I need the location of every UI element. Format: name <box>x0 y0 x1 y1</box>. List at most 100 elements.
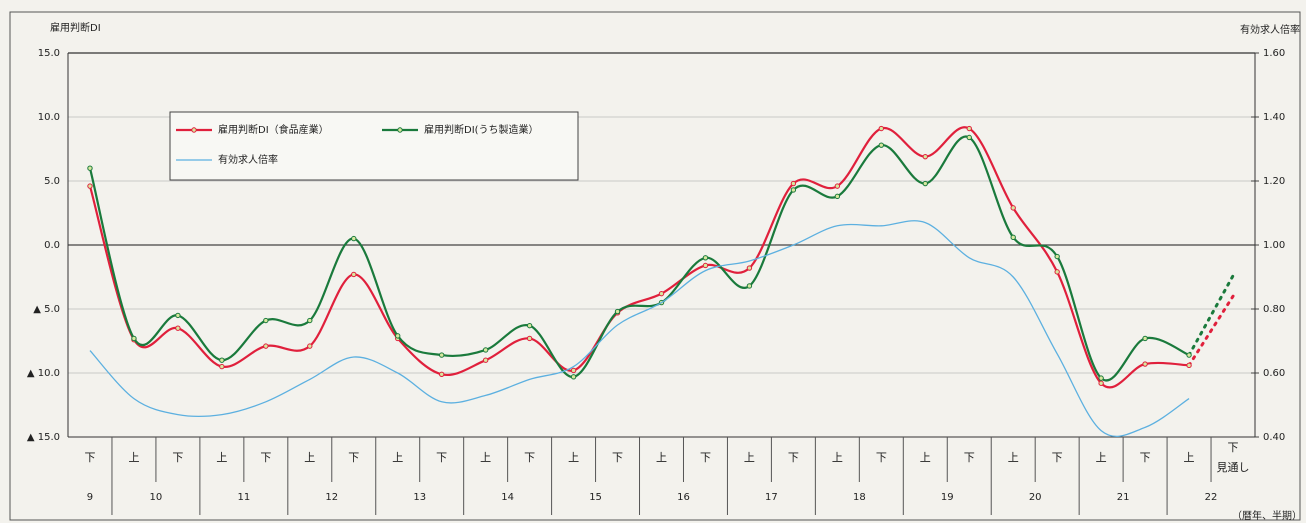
marker <box>966 134 972 141</box>
forecast-line <box>1187 294 1235 367</box>
marker <box>1142 361 1148 367</box>
legend-label: 雇用判断DI（食品産業） <box>218 123 329 136</box>
y-tick-label: 15.0 <box>38 48 60 59</box>
x-tick-label: 上 <box>392 451 403 464</box>
marker <box>746 265 753 271</box>
x-axis-note: （暦年、半期） <box>1232 509 1302 522</box>
marker <box>175 325 181 331</box>
marker <box>922 180 928 187</box>
x-tick-label: 上 <box>216 451 227 464</box>
series-line <box>89 220 1190 438</box>
marker <box>307 343 313 349</box>
y2-axis-title: 有効求人倍率 <box>1240 23 1300 36</box>
year-label: 11 <box>237 492 250 503</box>
marker <box>263 317 269 324</box>
legend-marker <box>191 127 197 133</box>
y2-tick-label: 1.40 <box>1263 112 1285 123</box>
y2-tick-label: 1.00 <box>1263 240 1285 251</box>
x-tick-label: 上 <box>744 451 755 464</box>
y-tick-label: ▲ 15.0 <box>27 432 60 443</box>
forecast-line <box>1187 274 1235 357</box>
x-tick-label: 下 <box>964 451 975 464</box>
legend-label: 雇用判断DI(うち製造業） <box>424 123 539 136</box>
x-tick-label: 上 <box>1008 451 1019 464</box>
marker <box>482 357 489 363</box>
marker <box>219 363 225 370</box>
x-tick-label: 上 <box>1096 451 1107 464</box>
x-tick-label: 下 <box>876 451 887 464</box>
x-tick-label: 下 <box>1228 441 1239 454</box>
marker <box>438 352 445 358</box>
x-tick-label: 下 <box>348 451 359 464</box>
year-label: 16 <box>677 492 690 503</box>
marker <box>1054 253 1060 260</box>
x-tick-label: 上 <box>1184 451 1195 464</box>
x-tick-label: 下 <box>172 451 183 464</box>
year-label: 13 <box>413 492 426 503</box>
marker <box>878 125 885 132</box>
marker <box>570 374 577 380</box>
forecast-label: 見通し <box>1217 461 1250 474</box>
chart-frame <box>9 11 1301 521</box>
x-tick-label: 下 <box>84 451 95 464</box>
x-tick-label: 上 <box>304 451 315 464</box>
marker <box>1054 269 1060 275</box>
x-tick-label: 上 <box>832 451 843 464</box>
year-label: 20 <box>1029 492 1042 503</box>
marker <box>614 308 621 315</box>
year-label: 10 <box>150 492 163 503</box>
legend-box <box>169 111 579 181</box>
marker <box>526 335 533 342</box>
year-label: 17 <box>765 492 778 503</box>
x-tick-label: 下 <box>1140 451 1151 464</box>
marker <box>395 333 401 339</box>
year-label: 12 <box>325 492 338 503</box>
marker <box>878 142 885 148</box>
marker <box>834 193 841 200</box>
marker <box>570 367 577 374</box>
marker <box>658 290 665 297</box>
year-label: 15 <box>589 492 602 503</box>
marker <box>438 371 445 377</box>
x-tick-label: 上 <box>656 451 667 464</box>
marker <box>1010 205 1016 211</box>
x-tick-label: 下 <box>700 451 711 464</box>
year-label: 19 <box>941 492 954 503</box>
x-tick-label: 上 <box>480 451 491 464</box>
marker <box>1186 352 1192 358</box>
marker <box>219 357 225 363</box>
marker <box>482 347 489 353</box>
x-tick-label: 下 <box>260 451 271 464</box>
x-tick-label: 上 <box>128 451 139 464</box>
marker <box>966 125 972 132</box>
marker <box>87 165 93 171</box>
marker <box>1142 335 1148 342</box>
marker <box>526 322 533 329</box>
marker <box>1010 234 1016 241</box>
marker <box>131 335 137 342</box>
x-tick-label: 下 <box>612 451 623 464</box>
marker <box>834 183 841 189</box>
legend-label: 有効求人倍率 <box>218 153 278 166</box>
marker <box>702 262 709 269</box>
marker <box>87 183 93 189</box>
x-tick-label: 下 <box>788 451 799 464</box>
year-label: 14 <box>501 492 514 503</box>
marker <box>922 153 928 160</box>
year-label: 9 <box>87 492 93 503</box>
marker <box>746 283 753 289</box>
y2-tick-label: 1.20 <box>1263 176 1285 187</box>
y2-tick-label: 0.60 <box>1263 368 1285 379</box>
marker <box>175 312 181 319</box>
marker <box>263 343 269 349</box>
marker <box>351 271 357 278</box>
y-tick-label: ▲ 10.0 <box>27 368 60 379</box>
marker <box>790 187 797 193</box>
year-label: 22 <box>1205 492 1218 503</box>
marker <box>702 255 709 261</box>
year-label: 18 <box>853 492 866 503</box>
y-axis-title: 雇用判断DI <box>50 21 101 34</box>
y-tick-label: 0.0 <box>44 240 60 251</box>
marker <box>1186 362 1192 369</box>
